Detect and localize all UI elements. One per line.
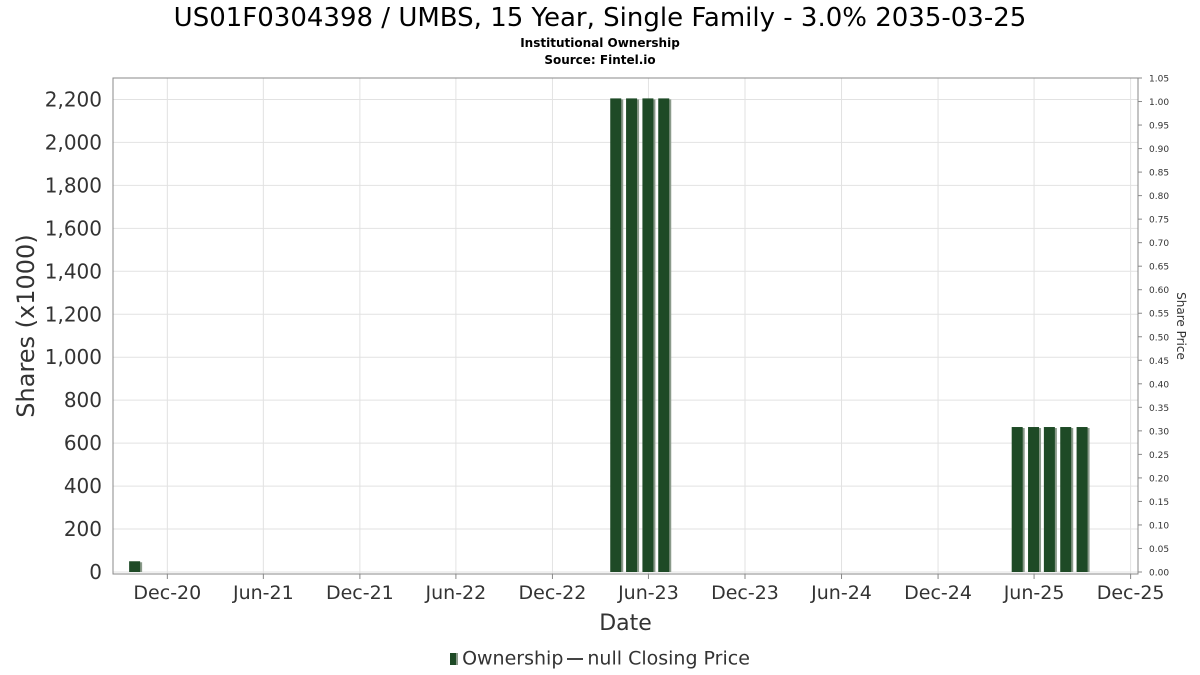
y2-tick-label: 0.65 bbox=[1149, 263, 1169, 273]
grid-lines bbox=[113, 78, 1138, 574]
y-tick-label: 1,000 bbox=[45, 345, 102, 369]
y-tick-label: 800 bbox=[64, 388, 102, 412]
y2-tick-label: 0.30 bbox=[1149, 427, 1169, 437]
ownership-bar bbox=[1043, 427, 1057, 572]
y-tick-label: 0 bbox=[89, 560, 102, 584]
y-tick-label: 600 bbox=[64, 431, 102, 455]
y2-tick-label: 0.85 bbox=[1149, 169, 1169, 179]
legend: Ownership null Closing Price bbox=[0, 647, 1200, 670]
y2-tick-label: 0.90 bbox=[1149, 145, 1169, 155]
bar-series bbox=[129, 98, 1090, 572]
x-tick-label: Jun-23 bbox=[617, 582, 679, 604]
y2-tick-label: 0.45 bbox=[1149, 357, 1169, 367]
x-tick-label: Dec-24 bbox=[904, 582, 972, 604]
y-tick-label: 1,400 bbox=[45, 259, 102, 283]
y-tick-label: 200 bbox=[64, 517, 102, 541]
y2-tick-label: 0.35 bbox=[1149, 404, 1169, 414]
ownership-swatch bbox=[450, 652, 459, 665]
y-tick-label: 1,600 bbox=[45, 216, 102, 240]
y2-tick-label: 0.10 bbox=[1149, 521, 1169, 531]
y-axis-ticks: 0 200 400 600 800 1,000 1,200 1,400 1,600 1,800 2,… bbox=[45, 87, 102, 584]
ownership-bar bbox=[129, 561, 143, 572]
x-tick-label: Jun-22 bbox=[425, 582, 487, 604]
x-tick-label: Dec-23 bbox=[711, 582, 779, 604]
ownership-bar bbox=[1076, 427, 1090, 572]
ownership-bar bbox=[642, 98, 656, 572]
y-axis-label: Shares (x1000) bbox=[12, 234, 40, 417]
ownership-bar bbox=[610, 98, 624, 572]
ownership-bar bbox=[1060, 427, 1074, 572]
x-tick-label: Jun-24 bbox=[810, 582, 872, 604]
x-axis-label: Date bbox=[599, 611, 652, 636]
y2-tick-label: 0.20 bbox=[1149, 474, 1169, 484]
x-tick-label: Dec-20 bbox=[133, 582, 201, 604]
x-tick-label: Dec-21 bbox=[326, 582, 394, 604]
legend-ownership: Ownership bbox=[462, 647, 564, 670]
y2-axis-label: Share Price bbox=[1174, 292, 1188, 360]
y-tick-label: 1,800 bbox=[45, 173, 102, 197]
y2-tick-label: 0.70 bbox=[1149, 239, 1169, 249]
y2-tick-label: 0.25 bbox=[1149, 451, 1169, 461]
y-tick-label: 400 bbox=[64, 474, 102, 498]
legend-price: null Closing Price bbox=[587, 647, 750, 670]
y2-tick-label: 0.15 bbox=[1149, 498, 1169, 508]
x-tick-label: Jun-21 bbox=[232, 582, 294, 604]
y2-tick-label: 0.75 bbox=[1149, 216, 1169, 226]
x-tick-label: Jun-25 bbox=[1003, 582, 1065, 604]
ownership-chart: 0 200 400 600 800 1,000 1,200 1,400 1,600 1,800 2,… bbox=[12, 75, 1188, 637]
x-tick-label: Dec-25 bbox=[1097, 582, 1165, 604]
plot-frame bbox=[112, 77, 1139, 575]
x-tick-label: Dec-22 bbox=[519, 582, 587, 604]
y2-tick-label: 0.50 bbox=[1149, 333, 1169, 343]
y2-tick-label: 0.40 bbox=[1149, 380, 1169, 390]
y2-tick-label: 0.00 bbox=[1149, 569, 1169, 579]
ownership-bar bbox=[658, 98, 672, 572]
y2-tick-label: 0.55 bbox=[1149, 310, 1169, 320]
y-tick-label: 2,200 bbox=[45, 87, 102, 111]
price-swatch bbox=[567, 657, 584, 660]
y2-tick-label: 1.00 bbox=[1149, 98, 1169, 108]
y2-tick-label: 1.05 bbox=[1149, 75, 1169, 85]
ownership-bar bbox=[1028, 427, 1042, 572]
ownership-bar bbox=[626, 98, 640, 572]
y2-tick-label: 0.80 bbox=[1149, 192, 1169, 202]
y2-axis-ticks: 0.00 0.05 0.10 0.15 0.20 0.25 0.30 0.35 0.40 0.45… bbox=[1138, 75, 1169, 579]
chart-source: Source: Fintel.io bbox=[544, 53, 656, 67]
chart-subtitle: Institutional Ownership bbox=[520, 36, 680, 50]
chart-title: US01F0304398 / UMBS, 15 Year, Single Fam… bbox=[173, 3, 1027, 33]
y2-tick-label: 0.95 bbox=[1149, 122, 1169, 132]
y2-tick-label: 0.60 bbox=[1149, 286, 1169, 296]
x-axis-ticks: Dec-20 Jun-21 Dec-21 Jun-22 Dec-22 Jun-23 Dec-… bbox=[133, 574, 1165, 604]
ownership-bar bbox=[1011, 427, 1025, 572]
y2-tick-label: 0.05 bbox=[1149, 545, 1169, 555]
y-tick-label: 2,000 bbox=[45, 130, 102, 154]
y-tick-label: 1,200 bbox=[45, 302, 102, 326]
